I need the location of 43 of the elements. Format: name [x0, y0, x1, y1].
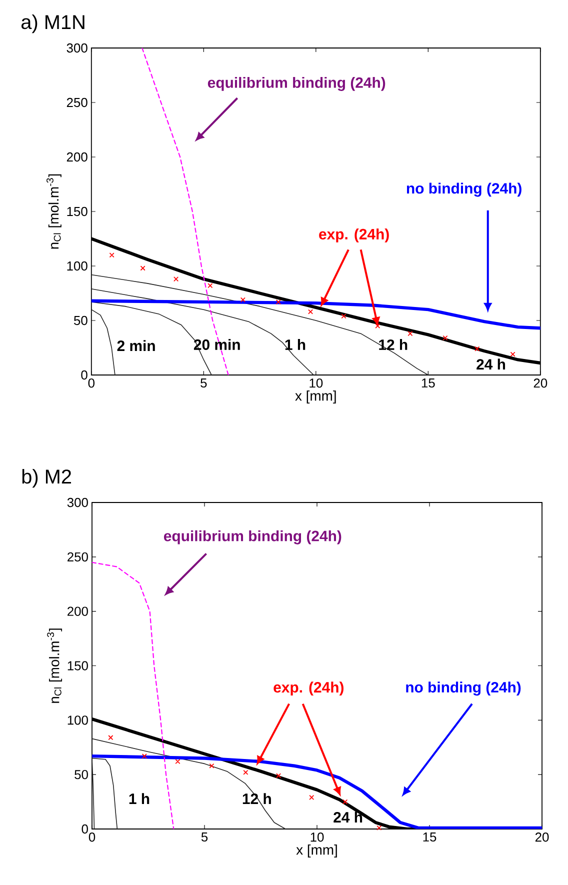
y-tick-label: 200 — [66, 152, 88, 162]
x-tick-label: 5 — [200, 378, 207, 388]
y-tick-label: 100 — [68, 716, 88, 725]
annotation: exp. (24h) — [319, 228, 389, 242]
x-tick-label: 0 — [88, 378, 94, 388]
x-tick-label: 10 — [310, 378, 323, 388]
annotation: 2 min — [117, 340, 155, 351]
chart-title: b) M2 — [22, 469, 72, 488]
y-tick-label: 200 — [68, 606, 88, 616]
x-tick-label: 10 — [310, 832, 324, 842]
y-tick-label: 300 — [66, 43, 88, 53]
y-tick-label: 0 — [81, 370, 88, 380]
y-tick-label: 100 — [67, 261, 88, 271]
y-axis-title: n$_{Cl}$ [mol.m$^{-3}$] — [46, 174, 62, 249]
annotation: equilibrium binding (24h) — [164, 530, 342, 544]
x-tick-label: 5 — [201, 832, 208, 842]
x-tick-label: 15 — [422, 378, 435, 388]
annotation: no binding (24h) — [406, 182, 522, 197]
annotation: equilibrium binding (24h) — [208, 76, 386, 91]
annotation: 24 h — [476, 358, 506, 370]
y-tick-label: 150 — [68, 661, 88, 670]
annotation: 24 h — [334, 812, 362, 822]
annotation: 1 h — [285, 339, 306, 350]
y-tick-label: 50 — [74, 770, 88, 780]
y-tick-label: 150 — [67, 206, 88, 216]
x-tick-label: 20 — [535, 832, 549, 842]
y-tick-label: 0 — [82, 824, 88, 834]
x-tick-label: 15 — [423, 832, 436, 842]
y-tick-label: 250 — [66, 98, 88, 108]
annotation: no binding (24h) — [406, 682, 521, 696]
annotation: 12 h — [379, 339, 408, 350]
x-tick-label: 20 — [534, 378, 548, 388]
x-tick-label: 0 — [88, 832, 96, 842]
y-tick-label: 300 — [67, 498, 88, 508]
chart-title: a) M1N — [22, 14, 84, 34]
y-tick-label: 50 — [74, 316, 88, 326]
x-axis-title: x [mm] — [295, 390, 336, 404]
annotation: 12 h — [242, 793, 271, 804]
x-axis-title: x [mm] — [296, 844, 337, 858]
y-axis-title: n$_{Cl}$ [mol.m$^{-3}$] — [47, 628, 62, 703]
annotation: exp. (24h) — [274, 682, 344, 696]
annotation: 1 h — [129, 793, 150, 804]
y-tick-label: 250 — [68, 552, 88, 562]
